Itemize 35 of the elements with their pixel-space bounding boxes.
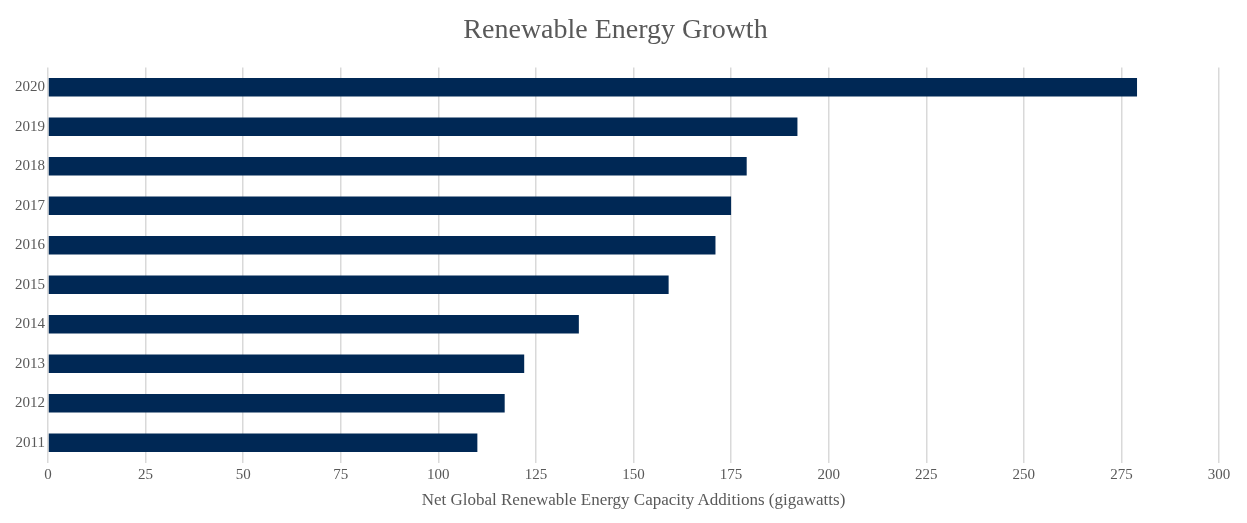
x-tick-label: 225 bbox=[915, 465, 938, 482]
x-tick-label: 50 bbox=[235, 465, 251, 482]
x-axis-title: Net Global Renewable Energy Capacity Additions (gigawatts) bbox=[421, 490, 846, 510]
x-tick-label: 200 bbox=[817, 465, 840, 482]
bar bbox=[48, 315, 579, 334]
y-tick-label: 2020 bbox=[15, 78, 45, 95]
bar bbox=[48, 117, 798, 137]
bar bbox=[48, 78, 1138, 97]
x-tick-label: 125 bbox=[524, 465, 548, 482]
x-tick-label: 150 bbox=[622, 465, 645, 482]
y-tick-label: 2015 bbox=[15, 275, 45, 292]
y-tick-label: 2018 bbox=[15, 157, 45, 174]
y-tick-label: 2017 bbox=[15, 196, 46, 213]
bar bbox=[48, 157, 747, 176]
x-tick-label: 100 bbox=[427, 465, 450, 482]
x-tick-label: 0 bbox=[44, 465, 52, 482]
chart-title: Renewable Energy Growth bbox=[463, 13, 768, 45]
y-tick-label: 2014 bbox=[15, 315, 46, 332]
bar bbox=[48, 236, 716, 255]
x-tick-label: 300 bbox=[1207, 465, 1231, 482]
y-tick-label: 2012 bbox=[15, 394, 45, 411]
bar bbox=[48, 196, 732, 216]
x-tick-label: 275 bbox=[1110, 465, 1133, 482]
x-tick-label: 25 bbox=[138, 465, 154, 482]
bar bbox=[48, 433, 478, 453]
y-tick-label: 2019 bbox=[15, 117, 45, 134]
y-tick-label: 2016 bbox=[15, 236, 46, 253]
bar bbox=[48, 354, 525, 374]
y-tick-label: 2011 bbox=[15, 433, 45, 450]
x-tick-label: 250 bbox=[1012, 465, 1036, 482]
bar bbox=[48, 394, 505, 413]
y-tick-label: 2013 bbox=[15, 354, 45, 371]
x-tick-label: 75 bbox=[333, 465, 349, 482]
bar bbox=[48, 275, 669, 295]
x-tick-label: 175 bbox=[719, 465, 743, 482]
